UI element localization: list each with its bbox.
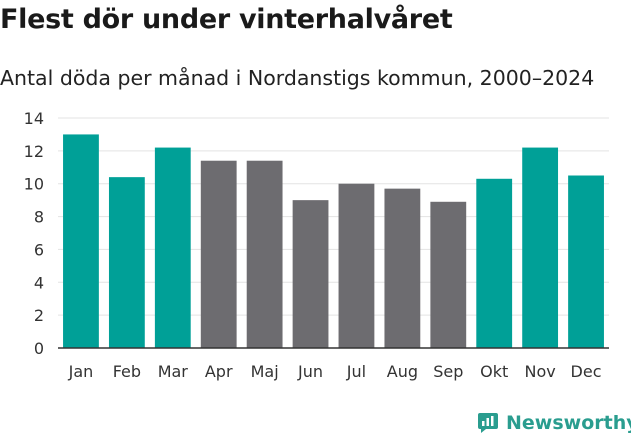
grid-lines: [58, 117, 609, 316]
x-tick-label-okt: Okt: [480, 362, 508, 381]
x-tick-label-dec: Dec: [571, 362, 602, 381]
bar-mar: [154, 147, 191, 348]
bar-maj: [246, 160, 283, 348]
x-tick-label-nov: Nov: [525, 362, 556, 381]
bar-nov: [522, 147, 559, 348]
x-tick-label-jul: Jul: [346, 362, 366, 381]
bar-jun: [292, 200, 329, 348]
x-tick-label-jan: Jan: [68, 362, 94, 381]
y-tick-label-10: 10: [24, 175, 44, 194]
y-tick-label-4: 4: [34, 273, 44, 292]
bar-apr: [200, 160, 237, 348]
bar-feb: [108, 177, 145, 348]
chart-title: Flest dör under vinterhalvåret: [0, 4, 453, 35]
x-tick-label-maj: Maj: [251, 362, 279, 381]
bar-dec: [568, 175, 604, 348]
y-tick-label-8: 8: [34, 208, 44, 227]
x-tick-label-feb: Feb: [113, 362, 141, 381]
x-tick-label-jun: Jun: [297, 362, 323, 381]
y-tick-label-2: 2: [34, 306, 44, 325]
bar-chart: 0 2 4 6 8 10 12 14 Jan Feb Mar Apr Maj Jun Jul Aug Sep Ok…: [24, 109, 609, 381]
bar-jan: [63, 134, 99, 348]
bars: [63, 134, 604, 348]
y-tick-label-12: 12: [24, 142, 44, 161]
newsworthy-brand: Newsworthy: [476, 409, 631, 437]
y-tick-label-0: 0: [34, 339, 44, 358]
chart-subtitle: Antal döda per månad i Nordanstigs kommu…: [0, 66, 595, 90]
bar-sep: [430, 201, 467, 348]
y-tick-label-6: 6: [34, 240, 44, 259]
brand-name: Newsworthy: [506, 412, 631, 434]
newsworthy-logo-icon: [478, 413, 498, 433]
y-tick-label-14: 14: [24, 109, 44, 128]
x-tick-label-apr: Apr: [205, 362, 233, 381]
x-tick-label-mar: Mar: [158, 362, 189, 381]
bar-okt: [476, 178, 513, 348]
bar-jul: [338, 183, 375, 348]
axes: 0 2 4 6 8 10 12 14 Jan Feb Mar Apr Maj Jun Jul Aug Sep Ok…: [24, 109, 609, 381]
x-tick-label-sep: Sep: [433, 362, 463, 381]
bar-aug: [384, 188, 421, 348]
x-tick-label-aug: Aug: [387, 362, 418, 381]
